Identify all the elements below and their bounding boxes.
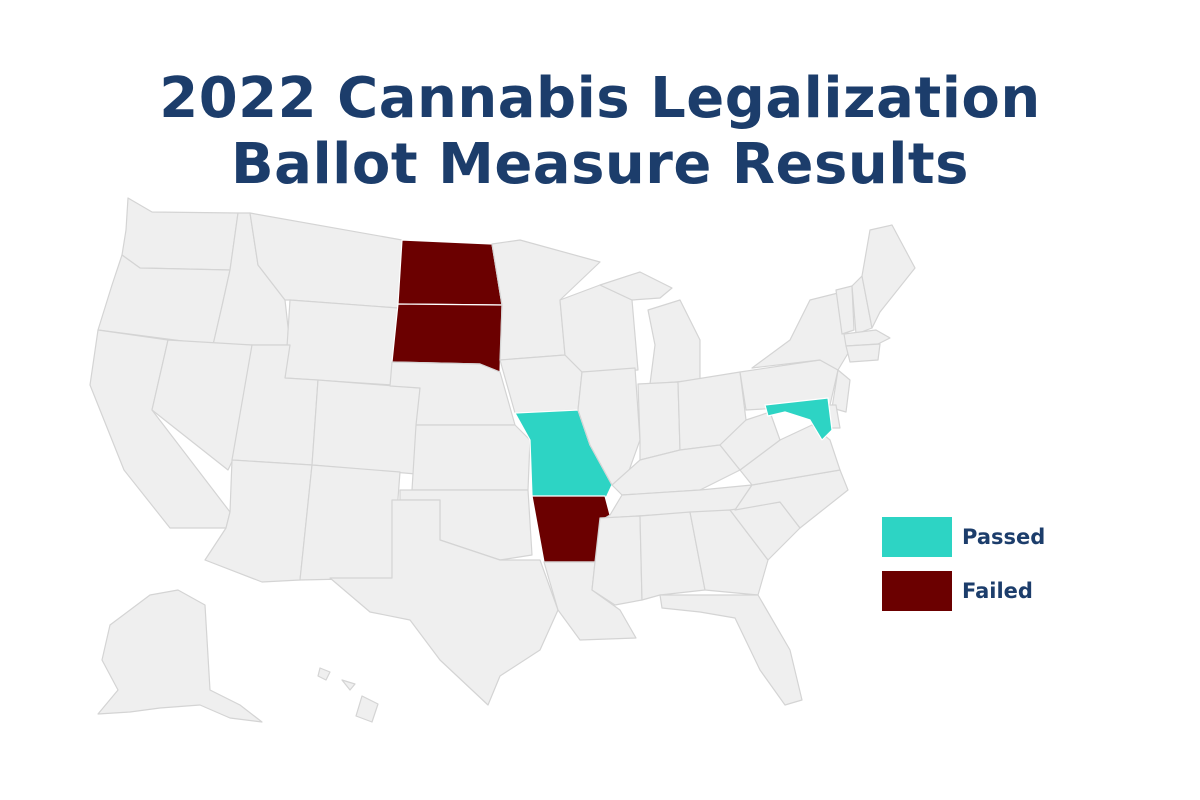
state-west-virginia[interactable]: [719, 411, 781, 471]
state-mississippi[interactable]: [591, 515, 643, 606]
legend-passed-label: Passed: [962, 525, 1046, 549]
state-alaska[interactable]: [97, 589, 263, 723]
state-alabama[interactable]: [639, 511, 706, 601]
state-iowa[interactable]: [499, 354, 583, 414]
state-kansas[interactable]: [411, 424, 531, 491]
state-washington[interactable]: [121, 197, 239, 271]
state-maine[interactable]: [861, 224, 916, 329]
legend-passed: Passed: [882, 516, 1045, 558]
state-wyoming[interactable]: [284, 299, 399, 386]
state-michigan-upper[interactable]: [599, 271, 673, 301]
state-wisconsin[interactable]: [559, 284, 639, 373]
state-texas[interactable]: [329, 499, 559, 706]
state-michigan[interactable]: [647, 299, 701, 385]
state-massachusetts[interactable]: [843, 329, 891, 347]
state-maryland[interactable]: [764, 397, 833, 441]
state-new-jersey[interactable]: [831, 369, 851, 413]
title-line-1: 2022 Cannabis Legalization: [159, 65, 1041, 131]
state-new-york[interactable]: [751, 291, 851, 371]
legend-failed: Failed: [882, 570, 1033, 612]
map-title: 2022 Cannabis Legalization Ballot Measur…: [0, 66, 1200, 198]
title-line-2: Ballot Measure Results: [231, 131, 969, 197]
state-connecticut-ri[interactable]: [845, 343, 881, 363]
state-hawaii[interactable]: [317, 667, 379, 723]
legend-failed-label: Failed: [962, 579, 1033, 603]
state-colorado[interactable]: [311, 379, 421, 475]
state-vermont[interactable]: [835, 285, 855, 335]
failed-swatch: [882, 571, 952, 611]
state-florida[interactable]: [659, 594, 803, 706]
state-indiana[interactable]: [637, 381, 681, 461]
state-north-dakota[interactable]: [397, 239, 503, 306]
state-new-mexico[interactable]: [299, 464, 401, 581]
state-georgia[interactable]: [689, 509, 769, 596]
passed-swatch: [882, 517, 952, 557]
